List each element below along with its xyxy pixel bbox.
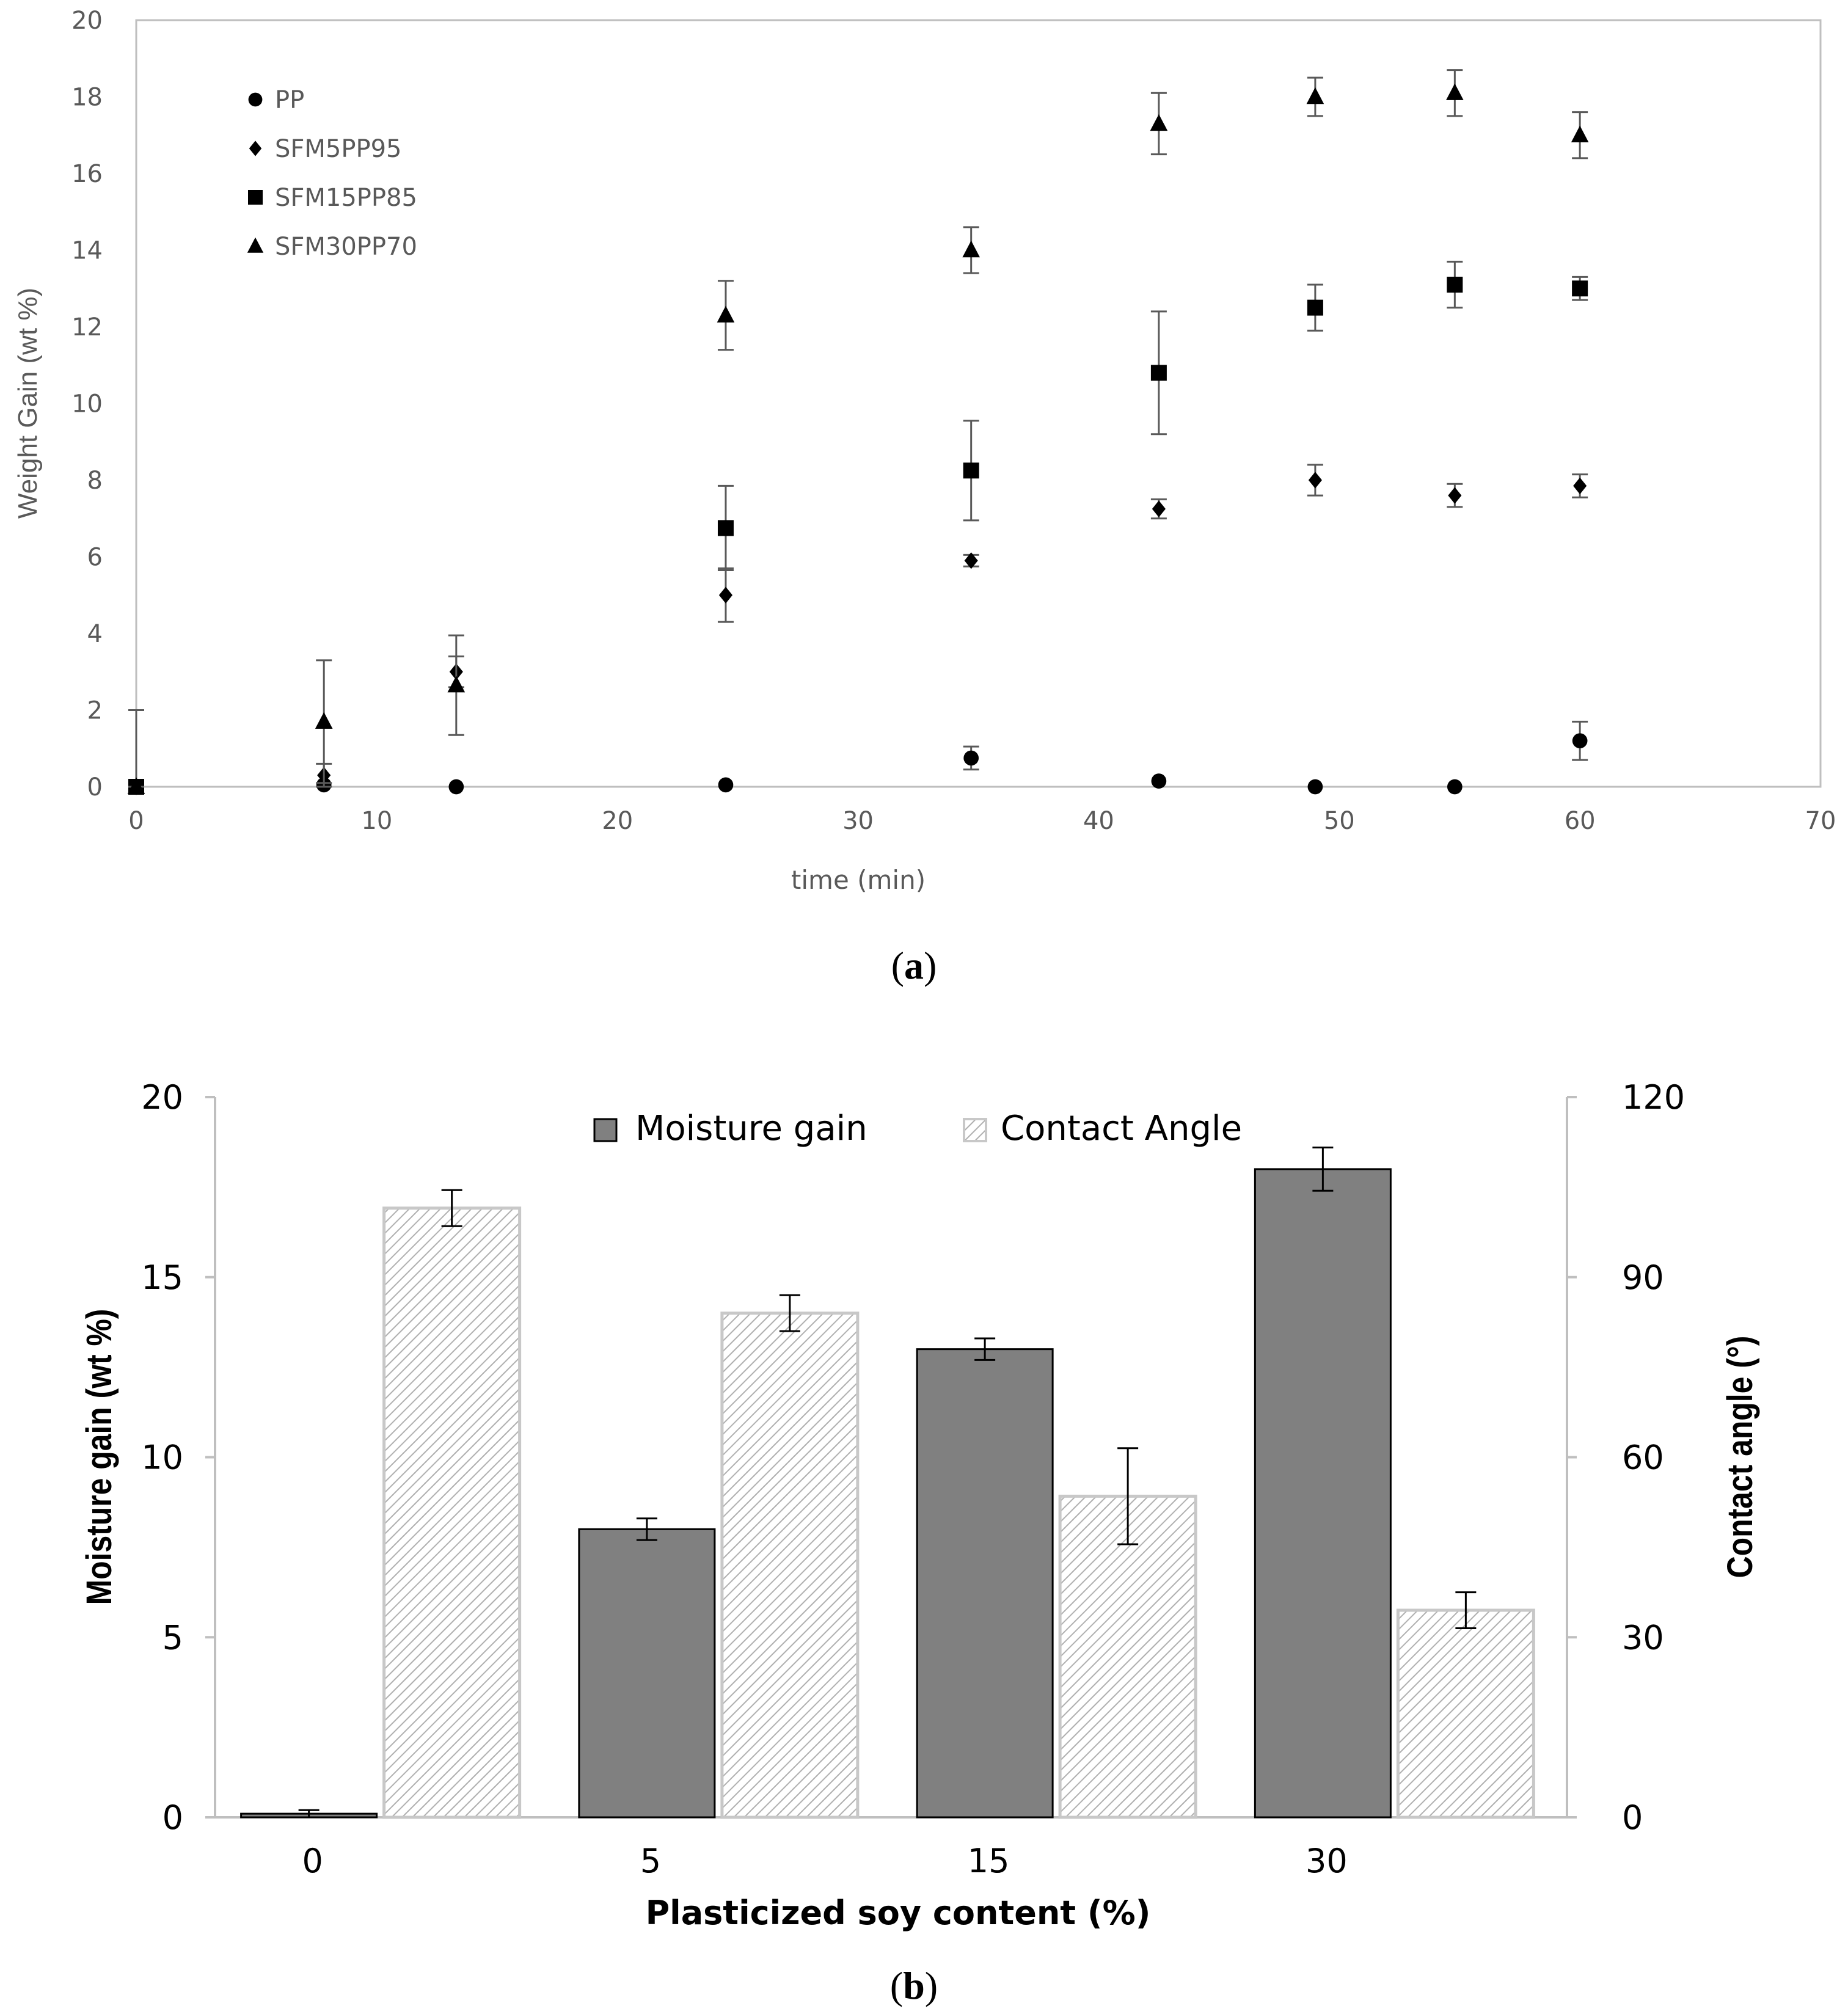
point-circle (1151, 773, 1167, 789)
panel-label-b: (b) (890, 1964, 938, 2007)
chart-b-xlabel: Plasticized soy content (%) (646, 1894, 1151, 1932)
chart-a-xtick-label: 20 (602, 807, 633, 835)
chart-b: 0 5 10 15 20 0 30 60 90 120 0 5 15 30 Moisture gain C… (80, 1078, 1760, 2007)
point-triangle (962, 240, 980, 258)
point-circle (1572, 733, 1588, 749)
chart-a-ylabel: Weight Gain (wt %) (13, 288, 43, 519)
bar-moisture-gain (578, 1528, 716, 1819)
chart-a-ytick-label: 4 (87, 620, 103, 648)
chart-b-xtick-label: 5 (640, 1842, 661, 1880)
chart-a-ytick-label: 16 (71, 160, 103, 188)
chart-a-xlabel: time (min) (791, 865, 926, 895)
point-square (717, 520, 734, 536)
legend-marker-circle (248, 92, 263, 107)
chart-a-xtick-label: 70 (1805, 807, 1836, 835)
point-square (1307, 299, 1323, 316)
bar-contact-angle (382, 1206, 522, 1819)
chart-b-ytick-label: 20 (141, 1078, 183, 1117)
panel-label-b-letter: b (903, 1964, 925, 2007)
chart-a-xtick-label: 30 (842, 807, 874, 835)
point-triangle (1150, 114, 1168, 131)
point-square (963, 462, 979, 479)
chart-a-xtick-label: 40 (1083, 807, 1114, 835)
point-square (1572, 280, 1588, 297)
point-diamond (1573, 477, 1587, 495)
legend-marker-square (248, 190, 263, 205)
chart-a-ytick-label: 20 (71, 7, 103, 35)
chart-b-ytick-label: 5 (163, 1618, 183, 1657)
chart-b-xtick-label: 30 (1306, 1842, 1348, 1880)
point-diamond (1152, 500, 1166, 517)
chart-a-ytick-label: 14 (71, 237, 103, 265)
point-square (1447, 276, 1463, 293)
point-triangle (127, 777, 145, 794)
chart-a-ytick-label: 2 (87, 697, 103, 725)
point-triangle (717, 305, 735, 323)
panel-label-a: (a) (891, 944, 937, 987)
point-triangle (315, 712, 333, 729)
chart-a: 0 2 4 6 8 10 12 14 16 18 20 0 10 20 30 40 50 60 70 PP SFM5… (13, 7, 1836, 987)
chart-a-ytick-label: 12 (71, 313, 103, 341)
point-triangle (1446, 83, 1464, 100)
point-diamond (718, 586, 732, 604)
series-contact-angle (382, 1189, 1535, 1819)
chart-b-y2tick-label: 0 (1622, 1798, 1643, 1837)
legend-label: Contact Angle (1001, 1109, 1242, 1148)
legend-label: SFM15PP85 (275, 184, 417, 212)
series-SFM5PP95 (129, 464, 1588, 795)
point-diamond (964, 552, 978, 569)
chart-a-ytick-label: 10 (71, 390, 103, 418)
chart-b-ytick-label: 0 (163, 1798, 183, 1837)
legend-label: SFM5PP95 (275, 135, 402, 163)
chart-a-xtick-label: 0 (128, 807, 144, 835)
chart-a-ytick-label: 6 (87, 544, 103, 572)
series-SFM30PP70 (127, 69, 1589, 794)
chart-a-ytick-label: 18 (71, 84, 103, 112)
chart-a-xtick-label: 50 (1324, 807, 1355, 835)
point-circle (718, 777, 734, 793)
legend-swatch-moisture-gain (593, 1118, 618, 1142)
chart-a-xtick-label: 10 (361, 807, 392, 835)
legend-label: SFM30PP70 (275, 233, 417, 261)
chart-b-xtick-label: 0 (302, 1842, 323, 1880)
series-moisture-gain (240, 1147, 1392, 1819)
chart-b-ylabel: Moisture gain (wt %) (80, 1309, 119, 1605)
point-triangle (1571, 125, 1589, 142)
chart-b-y2tick-label: 90 (1622, 1258, 1664, 1297)
legend-swatch-contact-angle (963, 1118, 987, 1142)
chart-b-y2tick-label: 30 (1622, 1618, 1664, 1657)
chart-a-ytick-label: 8 (87, 467, 103, 495)
bar-moisture-gain (1254, 1168, 1392, 1819)
chart-b-ytick-label: 10 (141, 1439, 183, 1477)
chart-b-y2label: Contact angle (°) (1721, 1336, 1760, 1578)
point-circle (1307, 779, 1323, 795)
point-diamond (1308, 472, 1322, 489)
point-circle (963, 750, 979, 766)
chart-b-xtick-label: 15 (968, 1842, 1010, 1880)
chart-b-y2tick-label: 120 (1622, 1078, 1685, 1117)
point-diamond (1448, 487, 1462, 504)
series-PP (128, 720, 1588, 795)
legend-label: PP (275, 86, 304, 114)
panel-label-a-letter: a (904, 944, 924, 987)
bar-contact-angle (720, 1312, 860, 1819)
series-SFM15PP85 (128, 260, 1588, 795)
legend-marker-triangle (247, 237, 264, 253)
bar-moisture-gain (916, 1348, 1054, 1819)
point-triangle (1306, 87, 1324, 104)
legend-label: Moisture gain (635, 1109, 867, 1148)
chart-a-plot-frame (135, 19, 1822, 788)
point-circle (1447, 779, 1463, 795)
chart-b-ytick-label: 15 (141, 1258, 183, 1297)
legend-marker-diamond (249, 140, 262, 156)
chart-b-y2tick-label: 60 (1622, 1439, 1664, 1477)
point-triangle (447, 676, 466, 693)
bar-contact-angle (1396, 1608, 1535, 1819)
chart-a-ytick-label: 0 (87, 773, 103, 801)
point-square (1150, 365, 1167, 381)
chart-a-xtick-label: 60 (1565, 807, 1596, 835)
point-circle (448, 779, 464, 795)
